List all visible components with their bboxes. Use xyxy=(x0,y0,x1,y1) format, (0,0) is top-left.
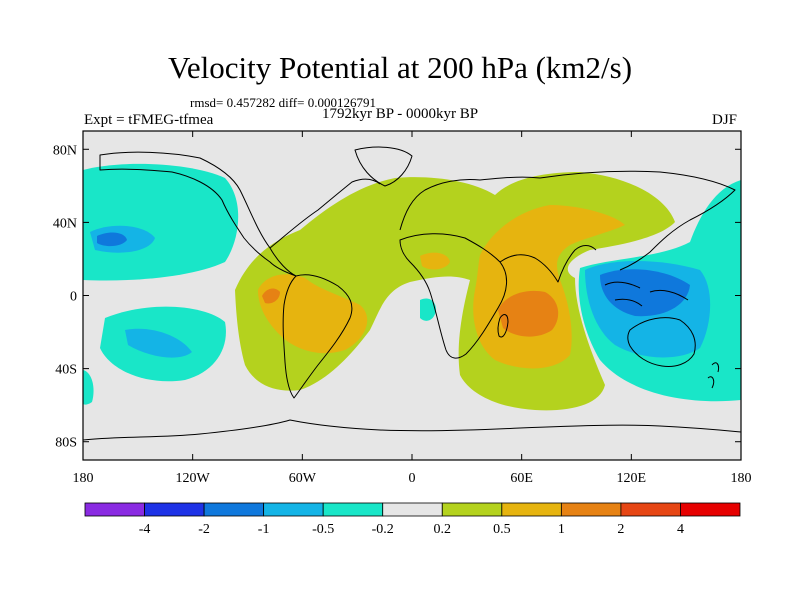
contour-pos-madagascar-core xyxy=(498,290,559,337)
lon-label-3: 0 xyxy=(409,471,416,486)
contour-field xyxy=(83,131,741,460)
colorbar-swatch-5 xyxy=(382,502,443,517)
colorbar-swatch-0 xyxy=(84,502,145,517)
coast-asia xyxy=(539,170,736,271)
colorbar-swatch-10 xyxy=(680,502,741,517)
lat-label-2: 0 xyxy=(70,290,77,305)
colorbar-swatch-9 xyxy=(620,502,681,517)
coast-africa xyxy=(399,233,507,359)
lat-label-3: 40S xyxy=(55,363,77,378)
colorbar-swatch-3 xyxy=(263,502,324,517)
coast-south-america xyxy=(282,274,353,399)
coast-arabia-india xyxy=(499,245,597,283)
coastlines xyxy=(83,146,741,441)
contour-neg-spacific-core xyxy=(125,328,192,358)
period-label: 1792kyr BP - 0000kyr BP xyxy=(322,106,479,122)
colorbar-label-7: 1 xyxy=(558,522,565,537)
colorbar-label-0: -4 xyxy=(139,522,151,537)
colorbar-label-4: -0.2 xyxy=(372,522,394,537)
coast-australia xyxy=(627,317,696,367)
contour-neg-atlantic-small xyxy=(420,298,436,321)
coast-new-zealand xyxy=(707,362,719,389)
contour-pos-samerica xyxy=(258,274,368,354)
contour-pos-samerica-core xyxy=(262,288,280,304)
coast-madagascar xyxy=(497,314,509,338)
lon-label-0: 180 xyxy=(73,471,94,486)
colorbar-swatch-1 xyxy=(144,502,205,517)
coast-europe xyxy=(399,176,541,231)
coast-greenland xyxy=(354,146,413,187)
stats-line: rmsd= 0.457282 diff= 0.000126791 xyxy=(190,95,376,110)
colorbar-swatch-7 xyxy=(501,502,562,517)
coast-north-america-east xyxy=(269,178,381,249)
lon-label-2: 60W xyxy=(289,471,317,486)
colorbar-label-8: 2 xyxy=(617,522,624,537)
longitude-axis: 180 120W 60W 0 60E 120E 180 xyxy=(73,131,752,486)
colorbar-label-3: -0.5 xyxy=(312,522,334,537)
lat-label-0: 80N xyxy=(53,143,77,158)
colorbar-label-5: 0.2 xyxy=(434,522,452,537)
contour-neg-indopacific-core xyxy=(600,269,690,317)
experiment-label: Expt = tFMEG-tfmea xyxy=(84,112,214,128)
colorbar-label-9: 4 xyxy=(677,522,684,537)
lon-label-6: 180 xyxy=(731,471,752,486)
lon-label-5: 120E xyxy=(617,471,647,486)
lon-label-1: 120W xyxy=(176,471,211,486)
coast-north-america xyxy=(99,151,297,277)
contour-neg-sw-edge xyxy=(83,370,94,405)
lon-label-4: 60E xyxy=(510,471,533,486)
season-label: DJF xyxy=(712,112,738,128)
lat-label-4: 80S xyxy=(55,436,77,451)
lat-label-1: 40N xyxy=(53,216,77,231)
plot-title: Velocity Potential at 200 hPa (km2/s) xyxy=(167,50,633,85)
colorbar-swatch-6 xyxy=(441,502,503,517)
latitude-axis: 80N 40N 0 40S 80S xyxy=(53,143,741,451)
colorbar-label-6: 0.5 xyxy=(493,522,511,537)
colorbar-swatch-4 xyxy=(322,502,384,517)
colorbar-swatch-8 xyxy=(560,502,622,517)
colorbar-swatch-2 xyxy=(203,502,265,517)
colorbar-label-1: -2 xyxy=(198,522,210,537)
contour-neg-npacific-core2 xyxy=(97,232,127,247)
coast-antarctica xyxy=(83,419,741,441)
colorbar-label-2: -1 xyxy=(258,522,270,537)
coast-se-asia-islands xyxy=(604,281,689,307)
contour-pos-africa-west xyxy=(420,252,450,270)
contour-neg-npacific xyxy=(83,163,239,281)
colorbar: -4 -2 -1 -0.5 -0.2 0.2 0.5 1 2 4 xyxy=(84,502,741,537)
